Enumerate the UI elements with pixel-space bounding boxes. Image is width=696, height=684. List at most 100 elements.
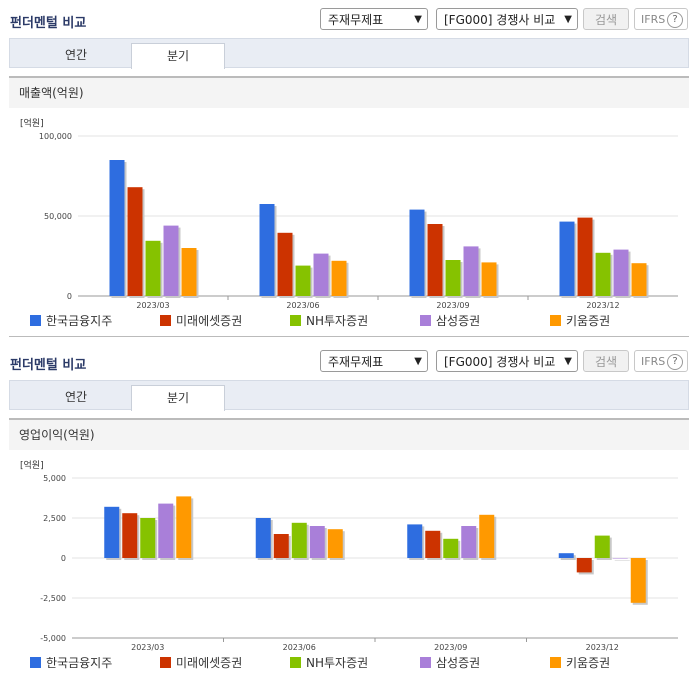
divider [9, 336, 689, 337]
bar [577, 217, 593, 296]
legend-label: 삼성증권 [436, 314, 481, 328]
ifrs-button[interactable]: IFRS ? [634, 8, 688, 30]
legend-swatch [30, 315, 41, 326]
legend-label: 키움증권 [566, 656, 611, 670]
bar [481, 262, 497, 296]
bar [163, 225, 179, 296]
statement-type-value: 주재무제표 [328, 13, 384, 27]
bar [445, 260, 461, 296]
legend-item[interactable]: NH투자증권 [290, 655, 368, 671]
search-button[interactable]: 검색 [583, 350, 629, 372]
legend-item[interactable]: 미래에셋증권 [160, 655, 242, 671]
y-tick-label: 0 [67, 292, 72, 301]
tab-quarterly[interactable]: 분기 [131, 43, 225, 69]
bar [181, 248, 197, 296]
legend-label: 미래에셋증권 [176, 314, 243, 328]
tab-quarterly[interactable]: 분기 [131, 385, 225, 411]
bar [145, 240, 161, 296]
legend-item[interactable]: 삼성증권 [420, 655, 480, 671]
bar [331, 260, 347, 296]
legend-label: 미래에셋증권 [176, 656, 243, 670]
peer-group-select[interactable]: [FG000] 경쟁사 비교 ▼ [436, 8, 578, 30]
tab-annual[interactable]: 연간 [64, 48, 88, 62]
chevron-down-icon: ▼ [564, 356, 572, 367]
bar [127, 187, 143, 296]
revenue-chart: [억원] 0 50,000 100,000 2023/03 2023/06 2023/09 2… [20, 117, 678, 308]
bar [291, 522, 307, 558]
help-icon: ? [667, 12, 683, 28]
x-tick-label: 2023/03 [131, 643, 164, 652]
chart-legend: 한국금융지주 미래에셋증권 NH투자증권 삼성증권 키움증권 [30, 655, 690, 673]
y-tick-label: 0 [61, 554, 66, 563]
legend-swatch [550, 657, 561, 668]
tab-annual[interactable]: 연간 [64, 390, 88, 404]
ifrs-label: IFRS [641, 13, 666, 26]
panel-title: 펀더멘털 비교 [10, 358, 87, 373]
legend-item[interactable]: NH투자증권 [290, 313, 368, 329]
legend-swatch [160, 315, 171, 326]
legend-label: 한국금융지주 [46, 656, 113, 670]
operating-income-chart: [억원] -5,000 -2,500 0 2,500 5,000 2023/03 2023/0… [20, 459, 678, 652]
fundamental-panel-revenue: 펀더멘털 비교 주재무제표 ▼ [FG000] 경쟁사 비교 ▼ 검색 IFRS… [0, 0, 696, 337]
peer-group-value: [FG000] 경쟁사 비교 [444, 13, 556, 27]
metric-title: 영업이익(억원) [9, 420, 689, 450]
bar [176, 496, 192, 558]
legend-item[interactable]: 키움증권 [550, 655, 610, 671]
bar [427, 224, 443, 296]
bar [425, 530, 441, 558]
bar [104, 506, 120, 558]
chevron-down-icon: ▼ [414, 356, 422, 367]
bar [409, 209, 425, 296]
legend-swatch [290, 657, 301, 668]
chevron-down-icon: ▼ [564, 14, 572, 25]
legend-label: 한국금융지주 [46, 314, 113, 328]
help-icon: ? [667, 354, 683, 370]
peer-group-select[interactable]: [FG000] 경쟁사 비교 ▼ [436, 350, 578, 372]
legend-item[interactable]: 삼성증권 [420, 313, 480, 329]
bar [559, 221, 575, 296]
bar [109, 160, 125, 296]
bar [313, 253, 329, 296]
legend-label: NH투자증권 [306, 314, 369, 328]
legend-item[interactable]: 키움증권 [550, 313, 610, 329]
bar [158, 503, 174, 558]
statement-type-select[interactable]: 주재무제표 ▼ [320, 8, 428, 30]
chart-legend: 한국금융지주 미래에셋증권 NH투자증권 삼성증권 키움증권 [30, 313, 690, 331]
bar [122, 513, 138, 558]
x-tick-label: 2023/06 [283, 643, 316, 652]
y-tick-label: 50,000 [44, 212, 72, 221]
bar [594, 535, 610, 558]
legend-swatch [420, 657, 431, 668]
ifrs-label: IFRS [641, 355, 666, 368]
bar [255, 518, 271, 558]
bar-shadow [614, 560, 630, 561]
legend-swatch [420, 315, 431, 326]
bar [259, 204, 275, 296]
bar [463, 246, 479, 296]
period-tabs: 연간 분기 [9, 38, 689, 69]
legend-label: 삼성증권 [436, 656, 481, 670]
bar [327, 529, 343, 558]
bar [613, 249, 629, 296]
legend-label: NH투자증권 [306, 656, 369, 670]
legend-label: 키움증권 [566, 314, 611, 328]
statement-type-select[interactable]: 주재무제표 ▼ [320, 350, 428, 372]
period-tabs: 연간 분기 [9, 380, 689, 411]
x-tick-label: 2023/12 [586, 301, 619, 308]
y-tick-label: 2,500 [43, 514, 66, 523]
legend-item[interactable]: 미래에셋증권 [160, 313, 242, 329]
bar [461, 526, 477, 558]
ifrs-button[interactable]: IFRS ? [634, 350, 688, 372]
bar [309, 526, 325, 558]
bar [631, 263, 647, 296]
chevron-down-icon: ▼ [414, 14, 422, 25]
legend-item[interactable]: 한국금융지주 [30, 313, 112, 329]
legend-item[interactable]: 한국금융지주 [30, 655, 112, 671]
bar [479, 514, 495, 558]
panel-header: 펀더멘털 비교 주재무제표 ▼ [FG000] 경쟁사 비교 ▼ 검색 IFRS… [0, 0, 696, 38]
search-button[interactable]: 검색 [583, 8, 629, 30]
bar [407, 524, 423, 558]
bar [443, 538, 459, 558]
bar [273, 534, 289, 558]
bar [595, 252, 611, 296]
